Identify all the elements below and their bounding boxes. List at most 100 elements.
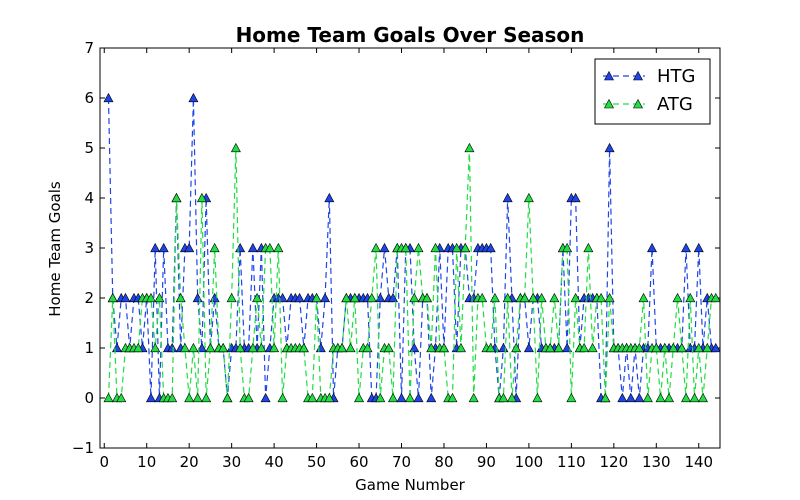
x-axis-label: Game Number [355,476,466,494]
data-point-atg [498,392,509,403]
data-point-atg [188,342,199,353]
data-point-atg [133,342,144,353]
x-tick-label: 50 [307,453,326,471]
x-tick-label: 0 [99,453,109,471]
data-point-atg [226,292,237,303]
data-point-atg [192,392,203,403]
data-point-atg [230,142,241,153]
data-point-htg [426,392,437,403]
data-point-atg [664,392,675,403]
data-point-atg [587,342,598,353]
data-point-atg [460,242,471,253]
data-point-atg [549,292,560,303]
data-point-atg [404,392,416,403]
x-tick-label: 30 [222,453,241,471]
data-point-atg [349,292,360,303]
data-point-htg [167,342,178,353]
data-point-atg [341,292,352,303]
data-point-atg [116,392,127,403]
x-tick-label: 90 [477,453,496,471]
data-point-atg [562,242,573,253]
legend: HTG ATG [594,58,711,125]
data-point-atg [502,292,513,303]
y-tick-label: 6 [84,89,94,107]
data-point-htg [502,192,513,203]
data-point-atg [468,392,479,403]
data-point-atg [196,192,207,203]
data-point-htg [379,242,390,253]
data-point-atg [269,342,280,353]
data-point-htg [324,192,335,203]
data-point-atg [506,392,517,403]
data-point-htg [693,242,704,253]
data-point-atg [388,392,399,403]
data-point-atg [604,292,615,303]
legend-item-atg: ATG [603,94,693,115]
data-point-atg [451,242,462,253]
y-tick-label: 7 [84,39,94,57]
legend-label-atg: ATG [657,94,693,115]
legend-label-htg: HTG [657,66,695,87]
data-point-htg [315,342,326,353]
legend-marker-htg-left [604,70,614,81]
data-point-htg [625,392,636,403]
data-point-atg [252,292,263,303]
data-point-htg [647,242,658,253]
data-point-atg [651,342,662,353]
data-point-atg [205,342,216,353]
series-atg [103,142,721,403]
data-point-atg [485,342,496,353]
x-tick-label: 120 [600,453,629,471]
data-point-atg [413,242,424,253]
data-point-atg [583,242,594,253]
data-point-atg [536,292,547,303]
data-point-atg [698,392,709,403]
data-point-atg [638,292,649,303]
data-point-htg [294,292,305,303]
data-point-atg [477,292,488,303]
data-point-atg [523,192,534,203]
data-point-htg [111,342,122,353]
data-point-atg [345,342,356,353]
data-point-atg [545,342,556,353]
data-point-atg [307,392,318,403]
data-point-htg [396,392,407,403]
legend-item-htg: HTG [603,66,695,87]
data-point-atg [642,392,653,403]
data-point-atg [659,342,670,353]
data-point-htg [247,242,258,253]
data-point-htg [158,242,169,253]
axis-ticks: 0 10 20 30 40 50 60 70 80 90 100 110 120 130 140 −1 0 1 2 3… [72,39,720,471]
data-point-atg [438,342,449,353]
data-point-atg [681,392,692,403]
data-point-htg [570,192,581,203]
data-point-atg [273,242,284,253]
data-point-atg [218,342,229,353]
data-point-htg [235,242,246,253]
data-point-atg [672,292,683,303]
data-point-atg [634,342,645,353]
data-point-atg [362,342,373,353]
data-point-atg [354,392,365,403]
data-point-atg [222,392,233,403]
data-point-atg [596,292,607,303]
data-point-atg [337,342,348,353]
x-tick-label: 140 [684,453,713,471]
data-point-atg [566,392,577,403]
data-point-htg [634,392,645,403]
y-tick-label: 0 [84,389,94,407]
data-point-atg [600,392,611,403]
data-point-atg [375,392,386,403]
data-point-htg [413,392,424,403]
data-point-atg [235,342,246,353]
data-point-atg [430,242,441,253]
y-tick-label: 1 [84,339,94,357]
x-tick-label: 100 [515,453,544,471]
data-point-htg [409,342,420,353]
data-point-atg [256,342,267,353]
legend-marker-atg-right [633,98,643,109]
data-point-atg [371,242,382,253]
legend-frame [594,58,711,125]
data-point-atg [464,142,475,153]
y-tick-label: 5 [84,139,94,157]
